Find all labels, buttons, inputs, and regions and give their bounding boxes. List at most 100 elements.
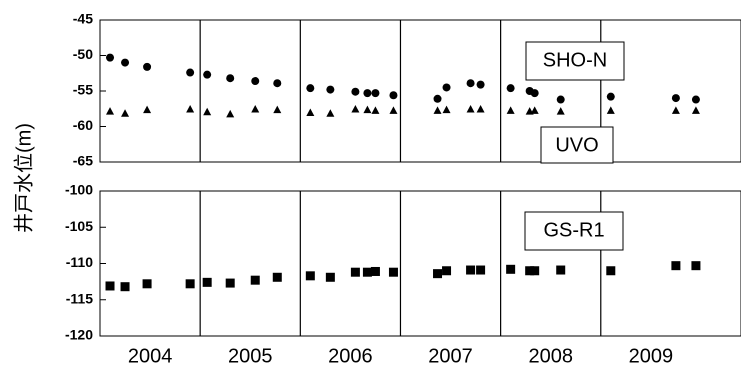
data-point-uvo	[442, 105, 451, 114]
data-point-sho-n	[606, 92, 615, 101]
y-tick-label: -110	[66, 254, 93, 270]
label-box-gs-r1-frame	[524, 211, 624, 251]
bottom-plot-frame	[99, 190, 741, 337]
data-point-uvo	[506, 106, 515, 114]
data-point-uvo	[476, 104, 485, 113]
bottom-data-points	[105, 261, 701, 292]
data-point-sho-n	[273, 79, 282, 88]
data-point-sho-n	[186, 68, 195, 77]
top-data-points	[106, 53, 700, 118]
x-tick-label-2009: 2009	[629, 345, 674, 367]
y-axis-label: 井戸水位(m)	[12, 123, 35, 233]
data-point-gs-r1	[671, 261, 681, 271]
data-point-gs-r1	[105, 281, 115, 291]
data-point-gs-r1	[120, 282, 130, 292]
data-point-uvo	[556, 107, 565, 115]
data-point-gs-r1	[442, 266, 452, 276]
data-point-gs-r1	[250, 275, 260, 285]
data-point-gs-r1	[305, 271, 315, 281]
data-point-gs-r1	[466, 265, 476, 275]
data-point-gs-r1	[225, 278, 235, 288]
data-point-uvo	[363, 105, 372, 114]
data-point-sho-n	[106, 53, 115, 62]
data-point-gs-r1	[433, 269, 443, 279]
data-point-uvo	[691, 106, 700, 114]
y-tick-label: -65	[73, 153, 93, 169]
data-point-sho-n	[671, 94, 680, 103]
data-point-sho-n	[203, 70, 212, 79]
data-point-uvo	[433, 106, 442, 114]
data-point-uvo	[606, 106, 615, 114]
data-point-sho-n	[442, 83, 451, 92]
bottom-panel: -100 -105 -110 -115 -120 GS-R1	[65, 182, 741, 343]
data-point-uvo	[351, 104, 360, 113]
bottom-separators	[199, 191, 602, 336]
data-point-uvo	[466, 104, 475, 113]
data-point-gs-r1	[530, 266, 540, 276]
top-panel: -45 -50 -55 -60 -65 SHO-N UVO	[73, 11, 741, 169]
data-point-gs-r1	[325, 272, 335, 282]
data-point-sho-n	[556, 95, 565, 104]
label-box-sho-n-frame	[525, 41, 625, 81]
data-point-gs-r1	[556, 265, 566, 275]
data-point-gs-r1	[350, 267, 360, 277]
y-tick-label: -105	[65, 218, 93, 234]
data-point-uvo	[389, 106, 398, 114]
data-point-uvo	[371, 106, 380, 114]
y-tick-label: -120	[65, 327, 93, 343]
data-point-gs-r1	[525, 266, 535, 276]
data-point-sho-n	[466, 79, 475, 88]
label-box-uvo: UVO	[540, 126, 614, 164]
data-point-sho-n	[306, 84, 315, 93]
data-point-uvo	[106, 107, 115, 115]
data-point-uvo	[143, 105, 152, 114]
data-point-gs-r1	[388, 267, 398, 277]
x-tick-label-2007: 2007	[428, 345, 473, 367]
data-point-sho-n	[476, 80, 485, 89]
y-tick-label: -60	[73, 117, 93, 133]
label-box-sho-n: SHO-N	[525, 41, 625, 81]
data-point-uvo	[530, 106, 539, 114]
data-point-gs-r1	[370, 266, 380, 276]
data-point-sho-n	[121, 58, 130, 67]
data-point-uvo	[306, 108, 315, 117]
data-point-sho-n	[226, 74, 235, 83]
data-point-gs-r1	[476, 265, 486, 275]
data-point-sho-n	[326, 85, 335, 94]
bottom-y-axis: -100 -105 -110 -115 -120	[65, 182, 106, 343]
data-point-uvo	[186, 104, 195, 113]
series-label-gs-r1: GS-R1	[543, 219, 604, 241]
x-tick-label-2006: 2006	[328, 345, 373, 367]
data-point-gs-r1	[272, 272, 282, 282]
label-box-uvo-frame	[540, 126, 614, 164]
data-point-uvo	[121, 109, 130, 117]
data-point-uvo	[203, 107, 212, 116]
data-point-uvo	[226, 109, 235, 118]
data-point-sho-n	[251, 77, 260, 86]
series-label-uvo: UVO	[555, 134, 598, 156]
data-point-uvo	[251, 104, 260, 113]
x-tick-label-2004: 2004	[128, 345, 173, 367]
top-y-axis: -45 -50 -55 -60 -65	[73, 11, 106, 169]
data-point-uvo	[326, 109, 335, 117]
data-point-sho-n	[143, 62, 152, 71]
y-tick-label: -115	[66, 290, 93, 306]
data-point-uvo	[671, 106, 680, 114]
data-point-gs-r1	[506, 264, 516, 274]
data-point-uvo	[273, 105, 282, 114]
data-point-sho-n	[371, 89, 380, 98]
y-tick-label: -50	[73, 46, 93, 62]
data-point-gs-r1	[202, 277, 212, 287]
top-plot-frame	[99, 19, 741, 163]
data-point-sho-n	[433, 94, 442, 103]
y-tick-label: -55	[73, 82, 93, 98]
data-point-gs-r1	[142, 279, 152, 289]
y-tick-label: -45	[73, 11, 93, 27]
series-label-sho-n: SHO-N	[543, 49, 607, 71]
data-point-gs-r1	[691, 261, 701, 271]
x-tick-label-2005: 2005	[228, 345, 273, 367]
data-point-sho-n	[691, 95, 700, 104]
data-point-gs-r1	[362, 267, 372, 277]
data-point-sho-n	[506, 84, 515, 93]
